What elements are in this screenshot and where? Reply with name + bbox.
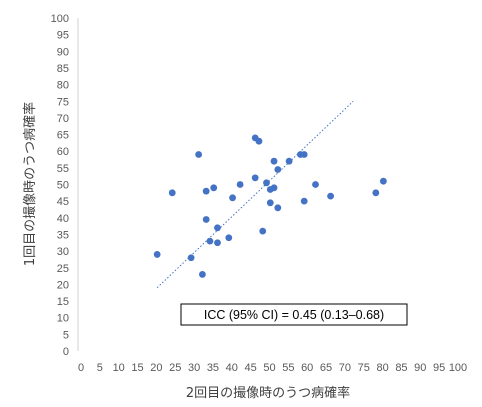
data-point: [153, 251, 161, 258]
data-point: [195, 151, 203, 158]
data-point: [199, 271, 206, 278]
x-tick-label: 60: [301, 362, 313, 374]
x-tick-label: 40: [226, 362, 238, 374]
annotation-box: [180, 303, 408, 326]
y-tick-label: 55: [57, 163, 69, 175]
data-point: [202, 187, 210, 195]
y-tick-label: 50: [57, 180, 69, 192]
x-tick-label: 35: [207, 362, 219, 374]
y-tick-label: 90: [57, 46, 69, 58]
x-tick-label: 20: [150, 362, 162, 374]
y-tick-label: 15: [57, 296, 69, 308]
x-tick-label: 85: [395, 362, 407, 374]
y-tick-label: 70: [57, 113, 69, 125]
data-point: [229, 194, 236, 202]
y-axis-title: 1回目の撮像時のうつ病確率: [22, 102, 38, 266]
data-point: [274, 166, 282, 173]
y-tick-label: 80: [57, 80, 69, 92]
y-tick-label: 20: [57, 279, 69, 291]
x-tick-label: 0: [78, 362, 84, 374]
x-tick-label: 5: [97, 362, 103, 374]
y-tick-label: 85: [57, 63, 69, 75]
y-tick-label: 25: [57, 263, 69, 275]
data-point: [312, 181, 319, 188]
y-tick-label: 0: [63, 346, 69, 358]
y-tick-label: 75: [57, 96, 69, 108]
data-point: [266, 199, 274, 207]
annotation-text: ICC (95% CI) = 0.45 (0.13–0.68): [204, 308, 384, 322]
data-point: [300, 151, 308, 158]
data-point: [214, 239, 221, 247]
x-tick-label: 15: [131, 362, 143, 374]
data-point: [202, 216, 210, 223]
trendline: [156, 100, 354, 289]
x-tick-label: 25: [169, 362, 181, 374]
x-tick-label: 65: [320, 362, 332, 374]
data-point: [379, 177, 387, 185]
y-tick-label: 40: [57, 213, 69, 225]
y-tick-label: 95: [57, 30, 69, 42]
data-point: [285, 157, 293, 165]
data-point: [274, 204, 282, 212]
y-tick-label: 35: [57, 229, 69, 241]
data-point: [214, 224, 221, 232]
data-point: [300, 197, 308, 205]
data-point: [187, 254, 195, 262]
x-axis-title: 2回目の撮像時のうつ病確率: [186, 385, 350, 401]
x-tick-label: 100: [449, 362, 467, 374]
data-point: [259, 227, 267, 235]
y-tick-label: 60: [57, 146, 69, 158]
data-point: [270, 184, 278, 192]
data-point: [210, 184, 218, 192]
data-point: [270, 157, 278, 165]
data-point: [168, 189, 176, 197]
data-point: [263, 179, 270, 187]
x-tick-label: 55: [282, 362, 294, 374]
data-point: [327, 192, 334, 200]
x-tick-label: 70: [339, 362, 351, 374]
x-tick-label: 95: [433, 362, 445, 374]
x-tick-label: 10: [113, 362, 125, 374]
x-tick-label: 50: [263, 362, 275, 374]
data-point: [251, 174, 259, 182]
y-tick-label: 45: [57, 196, 69, 208]
y-tick-label: 5: [63, 329, 69, 341]
x-tick-label: 30: [188, 362, 200, 374]
data-point: [255, 137, 263, 145]
y-tick-label: 100: [51, 13, 69, 25]
y-tick-label: 10: [57, 313, 69, 325]
y-tick-label: 65: [57, 130, 69, 142]
data-point: [236, 181, 244, 188]
data-point: [225, 234, 233, 242]
data-point: [372, 189, 380, 197]
x-tick-label: 75: [358, 362, 370, 374]
y-tick-label: 30: [57, 246, 69, 258]
x-tick-label: 45: [245, 362, 257, 374]
data-point: [206, 237, 214, 245]
x-tick-label: 80: [376, 362, 388, 374]
x-tick-label: 90: [414, 362, 426, 374]
